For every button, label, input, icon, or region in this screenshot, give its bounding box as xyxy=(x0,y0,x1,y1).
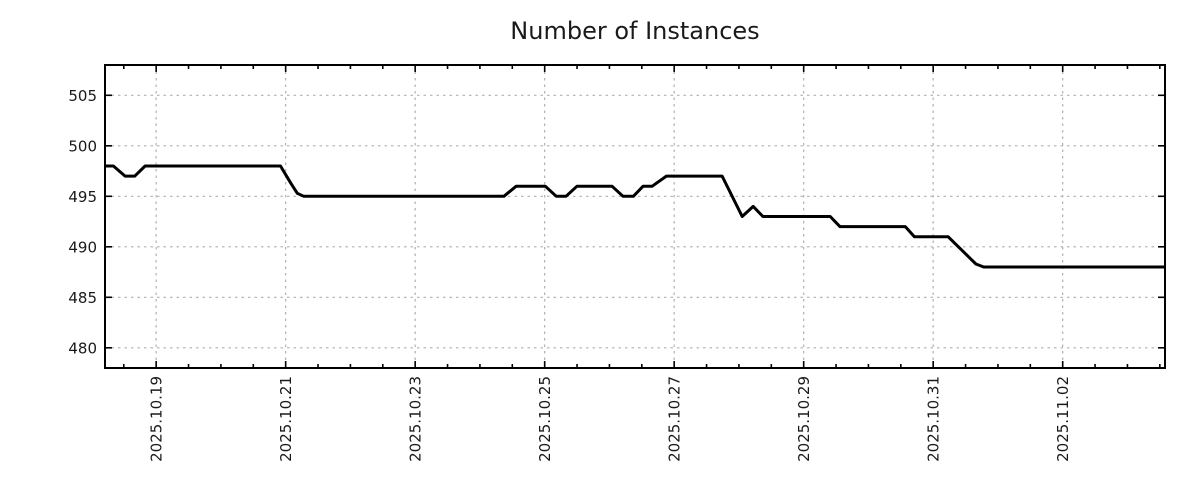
y-tick-label: 480 xyxy=(68,339,97,357)
x-tick-label: 2025.10.23 xyxy=(407,376,425,462)
y-tick-label: 495 xyxy=(68,188,97,206)
y-tick-label: 485 xyxy=(68,289,97,307)
y-tick-label: 490 xyxy=(68,238,97,256)
x-tick-label: 2025.10.21 xyxy=(277,376,295,462)
y-tick-label: 505 xyxy=(68,87,97,105)
series-line-instances xyxy=(105,164,1165,269)
x-tick-label: 2025.10.31 xyxy=(925,376,943,462)
x-tick-label: 2025.11.02 xyxy=(1054,376,1072,462)
x-tick-label: 2025.10.29 xyxy=(795,376,813,462)
y-tick-label: 500 xyxy=(68,137,97,155)
x-tick-label: 2025.10.19 xyxy=(148,376,166,462)
x-tick-label: 2025.10.27 xyxy=(666,376,684,462)
x-tick-label: 2025.10.25 xyxy=(536,376,554,462)
chart-title: Number of Instances xyxy=(510,17,759,45)
plot-area: 480 485 490 495 500 505 2025.10.19 2025.10.21 20… xyxy=(68,64,1166,462)
plot-border xyxy=(104,64,1166,369)
